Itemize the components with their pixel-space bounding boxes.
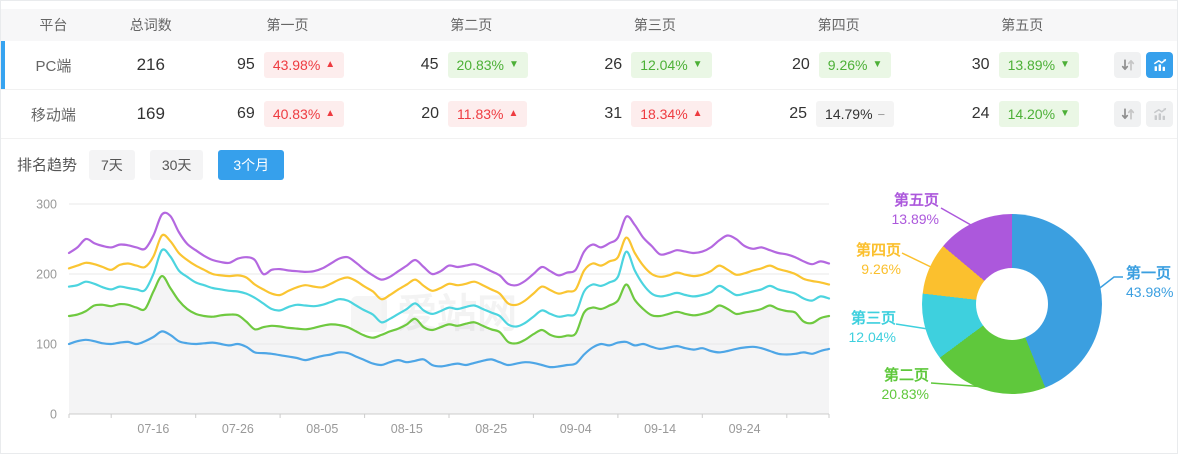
trend-chart-icon: [1153, 108, 1166, 120]
page-share-donut-chart[interactable]: [922, 214, 1102, 394]
tab-3months[interactable]: 3个月: [218, 149, 285, 180]
show-trend-chart-button[interactable]: [1146, 52, 1174, 78]
col-header-page2: 第二页: [450, 17, 493, 33]
page5-cell: 24 14.20% ▼: [930, 101, 1114, 127]
trend-arrow-icon: −: [877, 106, 886, 122]
donut-label-page5: 第五页 13.89%: [891, 192, 939, 227]
page3-cell: 26 12.04% ▼: [563, 52, 747, 78]
table-row-pc[interactable]: PC端 216 95 43.98% ▲ 45 20.83% ▼ 26 12.04% ▼…: [1, 41, 1177, 90]
svg-text:08-15: 08-15: [391, 422, 423, 436]
svg-text:09-04: 09-04: [560, 422, 592, 436]
svg-text:0: 0: [50, 408, 57, 422]
platform-label: PC端: [35, 57, 72, 75]
col-header-total: 总词数: [129, 17, 172, 33]
svg-text:08-05: 08-05: [306, 422, 338, 436]
donut-label-page1: 第一页 43.98%: [1126, 265, 1174, 300]
sort-button[interactable]: [1114, 101, 1142, 127]
page-count: 45: [420, 56, 439, 73]
change-badge: 14.20% ▼: [998, 101, 1079, 127]
col-header-page4: 第四页: [817, 17, 860, 33]
change-badge: 43.98% ▲: [263, 52, 345, 78]
col-header-platform: 平台: [39, 17, 68, 33]
change-badge: 18.34% ▲: [631, 101, 712, 127]
donut-label-page3: 第三页 12.04%: [848, 310, 896, 345]
rank-trend-line-chart[interactable]: 爱站网 0 100 200 300 07-16 07-26 08-05 08-15 08-25 09…: [1, 186, 851, 452]
change-badge: 40.83% ▲: [263, 101, 345, 127]
trend-section-header: 排名趋势 7天 30天 3个月: [1, 149, 1177, 180]
change-badge: 20.83% ▼: [447, 52, 528, 78]
change-badge: 9.26% ▼: [818, 52, 892, 78]
page1-cell: 95 43.98% ▲: [196, 52, 380, 78]
trend-arrow-icon: ▲: [508, 108, 519, 119]
page2-cell: 20 11.83% ▲: [379, 101, 563, 127]
trend-arrow-icon: ▲: [325, 59, 336, 70]
table-header: 平台 总词数 第一页 第二页 第三页 第四页 第五页: [1, 9, 1177, 41]
col-header-page3: 第三页: [633, 17, 676, 33]
page1-cell: 69 40.83% ▲: [196, 101, 380, 127]
page5-cell: 30 13.89% ▼: [930, 52, 1114, 78]
trend-arrow-icon: ▼: [508, 59, 519, 70]
page-count: 20: [791, 56, 810, 73]
tab-7days[interactable]: 7天: [89, 149, 135, 180]
trend-arrow-icon: ▼: [1060, 108, 1070, 119]
svg-text:09-24: 09-24: [729, 422, 761, 436]
change-badge: 12.04% ▼: [631, 52, 712, 78]
donut-hole: [976, 268, 1048, 340]
svg-text:07-26: 07-26: [222, 422, 254, 436]
col-header-page5: 第五页: [1001, 17, 1044, 33]
page4-cell: 25 14.79% −: [747, 101, 931, 127]
svg-text:100: 100: [36, 338, 57, 352]
page2-cell: 45 20.83% ▼: [379, 52, 563, 78]
show-trend-chart-button[interactable]: [1146, 101, 1174, 127]
page-count: 69: [237, 105, 255, 122]
page4-cell: 20 9.26% ▼: [747, 52, 931, 78]
trend-arrow-icon: ▼: [692, 59, 703, 70]
change-badge: 13.89% ▼: [998, 52, 1079, 78]
page-share-donut-panel: 第五页 13.89% 第四页 9.26% 第三页 12.04% 第二页 20.83% 第…: [839, 146, 1177, 453]
page-count: 30: [971, 56, 990, 73]
change-badge: 14.79% −: [816, 101, 895, 127]
trend-arrow-icon: ▲: [325, 108, 336, 119]
page-count: 24: [971, 105, 990, 122]
svg-text:07-16: 07-16: [137, 422, 169, 436]
platform-label: 移动端: [30, 106, 76, 124]
trend-arrow-icon: ▲: [692, 108, 703, 119]
sort-arrows-icon: [1121, 59, 1134, 71]
svg-text:爱站网: 爱站网: [397, 292, 517, 336]
sort-arrows-icon: [1121, 108, 1134, 120]
col-header-page1: 第一页: [266, 17, 309, 33]
donut-label-page2: 第二页 20.83%: [881, 367, 929, 402]
change-badge: 11.83% ▲: [448, 101, 528, 127]
page-count: 31: [604, 105, 623, 122]
page3-cell: 31 18.34% ▲: [563, 101, 747, 127]
svg-text:300: 300: [36, 198, 57, 212]
trend-chart-icon: [1153, 59, 1166, 71]
donut-label-page4: 第四页 9.26%: [855, 242, 901, 277]
page-count: 20: [421, 105, 440, 122]
tab-30days[interactable]: 30天: [149, 149, 204, 180]
trend-arrow-icon: ▼: [872, 59, 883, 70]
page-count: 95: [237, 56, 255, 73]
total-words-value: 169: [136, 104, 165, 123]
page-count: 26: [604, 56, 623, 73]
svg-text:200: 200: [36, 268, 57, 282]
total-words-value: 216: [136, 55, 165, 74]
sort-button[interactable]: [1114, 52, 1142, 78]
table-row-mobile[interactable]: 移动端 169 69 40.83% ▲ 20 11.83% ▲ 31 18.34% ▲…: [1, 90, 1177, 139]
trend-arrow-icon: ▼: [1060, 59, 1070, 70]
page-count: 25: [789, 105, 808, 122]
svg-text:08-25: 08-25: [475, 422, 507, 436]
trend-title: 排名趋势: [17, 157, 78, 174]
svg-text:09-14: 09-14: [644, 422, 676, 436]
